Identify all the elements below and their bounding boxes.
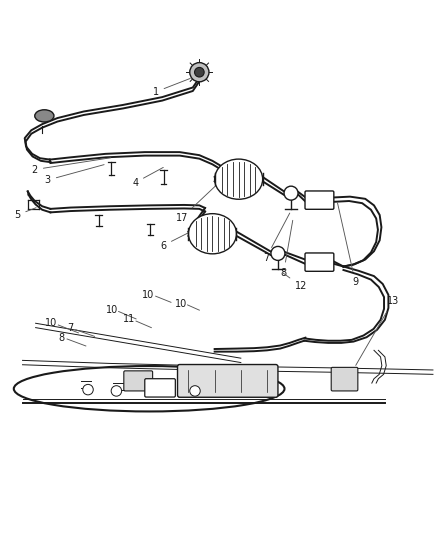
FancyBboxPatch shape (177, 365, 278, 397)
Ellipse shape (188, 214, 237, 254)
Text: 10: 10 (106, 305, 118, 315)
Circle shape (271, 246, 285, 261)
Ellipse shape (35, 110, 54, 122)
Text: 8: 8 (281, 220, 293, 278)
Text: 17: 17 (176, 170, 232, 223)
Text: 9: 9 (338, 203, 358, 287)
Ellipse shape (215, 159, 263, 199)
Text: 3: 3 (45, 165, 104, 185)
FancyBboxPatch shape (331, 367, 358, 391)
Circle shape (111, 386, 122, 396)
Text: 1: 1 (152, 78, 190, 97)
Text: 8: 8 (59, 333, 65, 343)
Text: 10: 10 (142, 290, 154, 300)
Text: 2: 2 (32, 158, 111, 175)
Text: 13: 13 (356, 296, 399, 366)
Text: 11: 11 (124, 314, 136, 324)
Circle shape (190, 62, 209, 82)
Text: 12: 12 (283, 272, 307, 291)
Text: 7: 7 (263, 213, 290, 263)
Text: 6: 6 (160, 224, 205, 251)
Circle shape (83, 384, 93, 395)
Text: 5: 5 (14, 208, 36, 220)
Text: 4: 4 (132, 167, 163, 188)
FancyBboxPatch shape (305, 191, 334, 209)
Ellipse shape (14, 366, 285, 411)
FancyBboxPatch shape (305, 253, 334, 271)
Text: 10: 10 (45, 318, 57, 328)
Circle shape (190, 386, 200, 396)
FancyBboxPatch shape (124, 371, 152, 391)
Circle shape (284, 186, 298, 200)
Circle shape (194, 67, 204, 77)
FancyBboxPatch shape (145, 379, 175, 397)
Text: 7: 7 (67, 324, 74, 334)
Text: 10: 10 (174, 298, 187, 309)
